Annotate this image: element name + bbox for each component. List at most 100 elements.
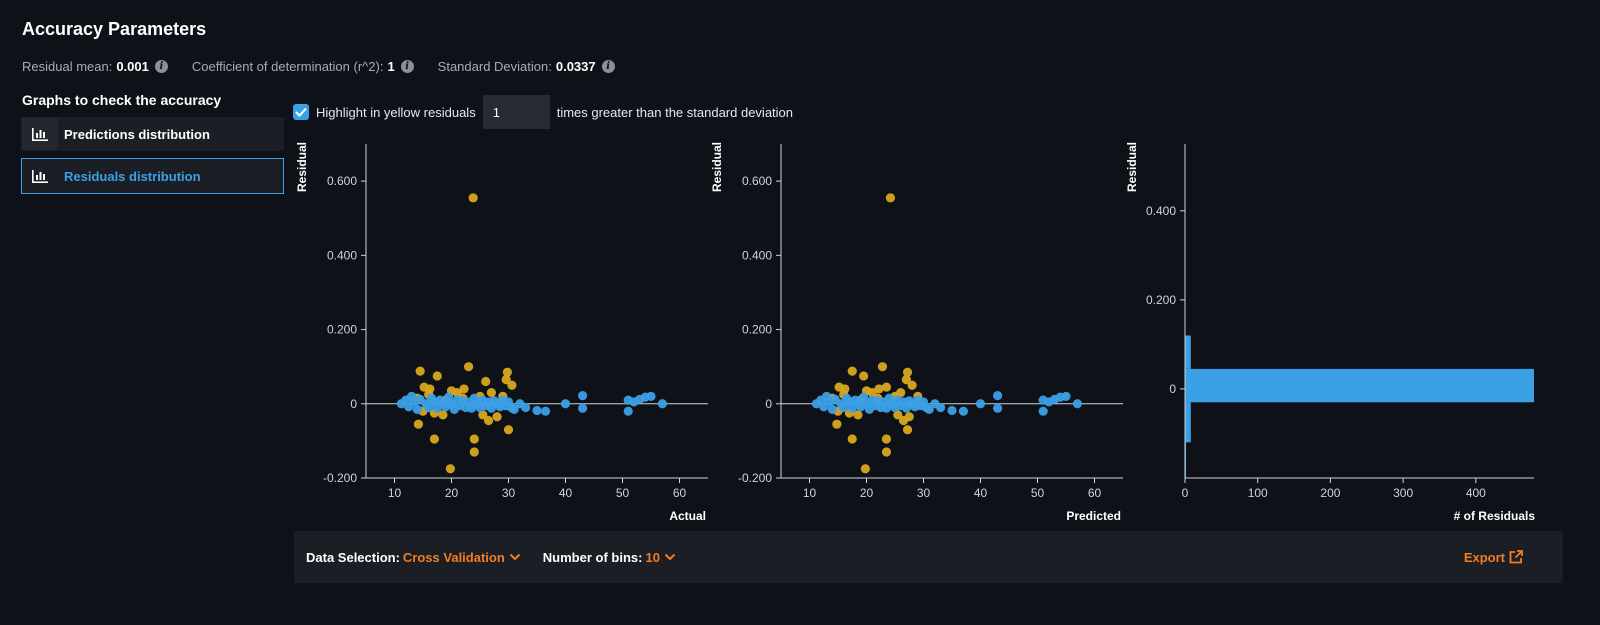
x-tick-label: 50 xyxy=(616,486,630,500)
x-tick-label: 10 xyxy=(388,486,402,500)
chevron-down-icon xyxy=(664,553,676,561)
residuals-histogram-chart: Residual # of Residuals 0 0.200 0.400 0 100 2… xyxy=(1125,142,1536,523)
y-tick-label: -0.200 xyxy=(738,471,772,485)
metric-std-dev: Standard Deviation: 0.0337 i xyxy=(438,59,615,74)
metric-residual-mean: Residual mean: 0.001 i xyxy=(22,59,168,74)
y-tick-label: 0.400 xyxy=(327,248,357,262)
y-tick-label: 0 xyxy=(765,397,772,411)
data-selection-dropdown[interactable]: Data Selection: Cross Validation xyxy=(306,550,521,565)
sidebar-item-residuals-distribution[interactable]: Residuals distribution xyxy=(21,158,284,194)
data-point xyxy=(412,404,422,414)
data-point xyxy=(1061,391,1071,401)
metric-label: Standard Deviation: xyxy=(437,59,552,74)
info-icon[interactable]: i xyxy=(601,60,615,73)
data-point xyxy=(839,402,849,413)
x-tick-label: 200 xyxy=(1320,486,1340,500)
sidebar-title: Graphs to check the accuracy xyxy=(22,92,222,108)
highlight-control: Highlight in yellow residuals times grea… xyxy=(293,95,793,129)
data-point xyxy=(936,402,946,413)
export-button[interactable]: Export xyxy=(1464,550,1523,565)
highlighted-point xyxy=(881,382,892,392)
number-of-bins-dropdown[interactable]: Number of bins: 10 xyxy=(543,550,676,565)
sidebar-item-label: Predictions distribution xyxy=(64,126,210,142)
highlighted-point xyxy=(464,362,474,372)
metric-value: 1 xyxy=(387,59,395,74)
highlighted-point xyxy=(503,425,514,435)
histogram-bar xyxy=(1185,402,1191,434)
highlighted-point xyxy=(847,434,857,444)
highlight-prefix: Highlight in yellow residuals xyxy=(316,104,476,120)
metric-r2: Coefficient of determination (r^2): 1 i xyxy=(192,59,414,74)
data-point xyxy=(1038,406,1048,416)
data-point xyxy=(947,405,957,416)
x-tick-label: 300 xyxy=(1393,486,1413,500)
highlighted-point xyxy=(881,447,892,457)
data-point xyxy=(993,403,1003,413)
page-title: Accuracy Parameters xyxy=(22,19,207,39)
x-tick-label: 40 xyxy=(559,486,573,500)
highlighted-point xyxy=(438,410,448,420)
info-icon[interactable]: i xyxy=(400,60,414,73)
data-point xyxy=(646,391,656,401)
highlight-checkbox[interactable] xyxy=(293,104,309,120)
std-multiplier-input[interactable] xyxy=(482,95,550,129)
x-axis-label: # of Residuals xyxy=(1454,509,1536,523)
y-tick-label: 0 xyxy=(350,397,357,411)
external-link-icon xyxy=(1509,550,1523,564)
x-tick-label: 30 xyxy=(917,486,931,500)
metric-label: Residual mean: xyxy=(22,59,113,74)
data-point xyxy=(560,399,571,409)
highlighted-point xyxy=(877,362,888,372)
histogram-bar xyxy=(1185,368,1534,403)
sidebar-item-label: Residuals distribution xyxy=(64,168,201,184)
data-point xyxy=(424,402,434,413)
data-point xyxy=(521,402,531,413)
histogram-bar xyxy=(1185,335,1191,369)
highlighted-point xyxy=(832,419,842,429)
x-tick-label: 400 xyxy=(1466,486,1486,500)
data-point xyxy=(540,406,551,416)
metrics-bar: Residual mean: 0.001 i Coefficient of de… xyxy=(22,59,639,74)
residual-vs-actual-chart: Residual Actual -0.200 0 0.200 0.400 0.600 10… xyxy=(295,142,708,523)
data-point xyxy=(578,391,588,401)
export-label: Export xyxy=(1463,549,1505,565)
chevron-down-icon xyxy=(509,553,521,561)
x-tick-label: 0 xyxy=(1182,486,1189,500)
x-tick-label: 60 xyxy=(673,486,687,500)
highlighted-point xyxy=(874,384,884,394)
highlighted-point xyxy=(429,434,439,444)
chart-settings-footer: Data Selection: Cross Validation Number … xyxy=(294,531,1563,583)
x-axis-label: Actual xyxy=(669,509,706,523)
data-point xyxy=(924,404,934,414)
x-axis-label: Predicted xyxy=(1066,509,1121,523)
highlighted-point xyxy=(902,425,913,435)
x-tick-label: 60 xyxy=(1088,486,1102,500)
highlighted-point xyxy=(507,380,517,390)
highlighted-point xyxy=(860,464,870,474)
highlighted-point xyxy=(501,375,511,385)
info-icon[interactable]: i xyxy=(154,60,168,73)
bins-value: 10 xyxy=(645,549,660,565)
highlighted-point xyxy=(881,434,892,444)
x-tick-label: 100 xyxy=(1248,486,1268,500)
y-tick-label: 0.400 xyxy=(742,248,772,262)
histogram-bar xyxy=(1185,433,1191,443)
x-tick-label: 10 xyxy=(803,486,817,500)
y-tick-label: 0.200 xyxy=(742,323,772,337)
residual-vs-predicted-chart: Residual Predicted -0.200 0 0.200 0.400 0.60… xyxy=(710,142,1123,523)
highlighted-point xyxy=(469,434,479,444)
highlighted-point xyxy=(452,388,462,398)
highlighted-point xyxy=(483,415,494,426)
sidebar-item-predictions-distribution[interactable]: Predictions distribution xyxy=(21,117,284,151)
x-tick-label: 20 xyxy=(860,486,874,500)
highlighted-point xyxy=(853,410,863,420)
data-point xyxy=(993,391,1003,401)
highlighted-point xyxy=(432,371,442,381)
highlighted-point xyxy=(847,366,857,376)
y-tick-label: 0.400 xyxy=(1146,204,1176,218)
highlighted-point xyxy=(469,447,479,457)
bar-chart-icon xyxy=(22,118,58,150)
highlighted-point xyxy=(492,412,502,422)
highlighted-point xyxy=(486,388,496,398)
bar-chart-icon xyxy=(22,159,58,193)
